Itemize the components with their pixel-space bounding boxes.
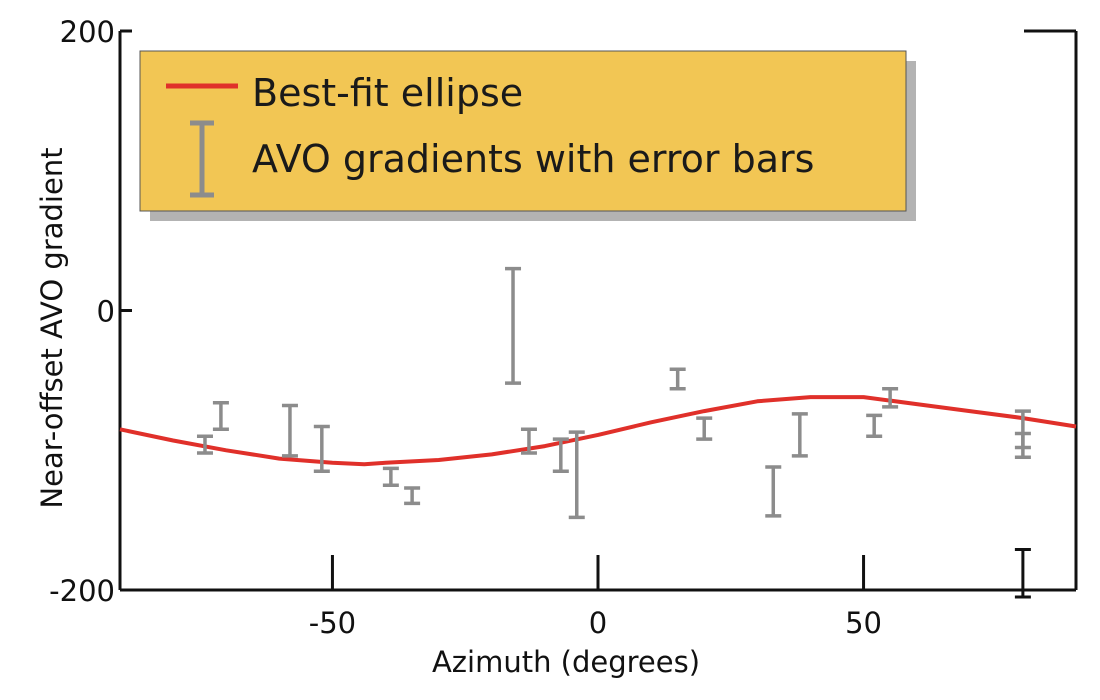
y-tick-label: -200 [49, 574, 115, 608]
x-tick-label: 50 [845, 606, 882, 640]
avo-error-bar [1014, 431, 1031, 450]
avo-error-bar [404, 486, 421, 506]
avo-error-bar [505, 266, 522, 385]
avo-error-bar [196, 434, 213, 455]
avo-error-bar [669, 367, 686, 391]
x-axis-title: Azimuth (degrees) [432, 645, 700, 679]
avo-error-bar [791, 412, 808, 458]
x-tick-label: 0 [589, 606, 607, 640]
avo-error-bar [882, 387, 899, 409]
reference-error-bar [1014, 547, 1031, 599]
avo-error-bar [568, 430, 585, 520]
legend: Best-fit ellipse AVO gradients with erro… [139, 50, 916, 221]
y-tick-label: 200 [60, 15, 115, 49]
y-tick-label: 0 [97, 295, 115, 329]
avo-error-bar [696, 416, 713, 441]
best-fit-ellipse-line [119, 395, 1077, 467]
legend-label-best-fit-ellipse: Best-fit ellipse [252, 71, 523, 115]
avo-error-bar [520, 427, 537, 455]
avo-error-bar [382, 466, 399, 487]
avo-error-bar [281, 403, 298, 458]
x-tick-label: -50 [309, 606, 356, 640]
axis-ticks: -50 0 50 200 0 -200 [49, 15, 882, 640]
avo-error-bar [866, 413, 883, 439]
avo-error-bar [765, 465, 782, 518]
best-fit-ellipse-layer [119, 395, 1077, 467]
avo-error-bar [552, 437, 569, 473]
avo-error-bar [313, 424, 330, 473]
legend-error-bar-swatch [190, 120, 214, 198]
legend-label-avo-gradients: AVO gradients with error bars [252, 137, 814, 181]
error-bar-layer [196, 266, 1031, 599]
avo-error-bar [212, 400, 229, 432]
y-axis-title: Near-offset AVO gradient [35, 147, 69, 508]
legend-box [139, 50, 907, 212]
